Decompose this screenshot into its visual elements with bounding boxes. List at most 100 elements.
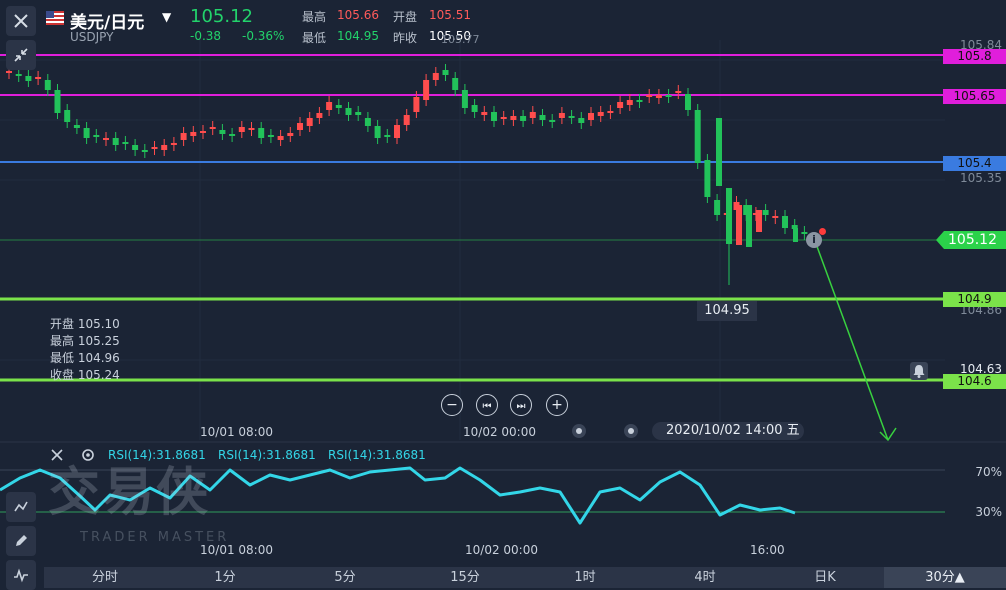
candle-body bbox=[364, 118, 371, 126]
tool-button[interactable] bbox=[6, 492, 36, 522]
price-change: -0.38 bbox=[190, 29, 222, 43]
candle-body bbox=[726, 188, 732, 244]
ohlc-close: 收盘 105.24 bbox=[50, 368, 120, 382]
ohlc-open: 开盘 105.10 bbox=[50, 317, 120, 331]
candle-body bbox=[549, 120, 556, 122]
candle-body bbox=[685, 94, 691, 110]
time-dot bbox=[572, 424, 586, 438]
line-tag-105-8[interactable]: 105.8 bbox=[943, 49, 1006, 64]
candle-body bbox=[491, 112, 497, 121]
candle-body bbox=[170, 143, 177, 145]
close-button[interactable] bbox=[6, 6, 36, 36]
candle-body bbox=[568, 116, 575, 118]
candle-body bbox=[35, 77, 42, 79]
candle-body bbox=[132, 145, 139, 150]
pencil-icon bbox=[16, 535, 27, 546]
candle-body bbox=[442, 70, 449, 75]
tab-1hour[interactable]: 1时 bbox=[574, 570, 596, 585]
notification-dot bbox=[819, 228, 826, 235]
candle-body bbox=[394, 125, 400, 138]
candle-body bbox=[238, 127, 245, 132]
candle-body bbox=[248, 128, 255, 130]
time-label: 10/01 08:00 bbox=[200, 543, 273, 557]
pen-tool-button[interactable] bbox=[6, 526, 36, 556]
tab-1min[interactable]: 1分 bbox=[214, 570, 236, 585]
rsi-level-70: 70% bbox=[975, 465, 1002, 479]
candle-body bbox=[326, 102, 333, 110]
candle-body bbox=[801, 232, 808, 234]
tab-day[interactable]: 日K bbox=[814, 570, 836, 585]
pair-title[interactable]: 美元/日元 bbox=[70, 13, 145, 33]
line-tag-104-9[interactable]: 104.9 bbox=[943, 292, 1006, 307]
candle-body bbox=[432, 73, 439, 80]
rsi-label: RSI(14):31.8681 bbox=[328, 448, 426, 462]
candle-body bbox=[481, 112, 488, 115]
candle-body bbox=[374, 126, 381, 138]
bell-icon bbox=[913, 365, 925, 378]
time-label: 10/02 00:00 bbox=[463, 425, 536, 439]
candle-body bbox=[384, 135, 391, 137]
skip-back-button[interactable]: ⏮ bbox=[476, 394, 498, 416]
tab-5min[interactable]: 5分 bbox=[334, 570, 356, 585]
line-tag-104-6[interactable]: 104.6 bbox=[943, 374, 1006, 389]
price-change-pct: -0.36% bbox=[242, 29, 285, 43]
candle-body bbox=[646, 95, 653, 97]
crosshair-time-label: 2020/10/02 14:00 五 bbox=[652, 422, 804, 440]
candle-body bbox=[558, 113, 565, 118]
tab-30min-active[interactable]: 30分▲ bbox=[884, 567, 1006, 588]
collapse-button[interactable] bbox=[6, 40, 36, 70]
tab-fenshi[interactable]: 分时 bbox=[91, 570, 118, 585]
time-dot bbox=[624, 424, 638, 438]
candle-body bbox=[752, 213, 759, 215]
candle-body bbox=[190, 132, 197, 136]
line-tag-105-65[interactable]: 105.65 bbox=[943, 89, 1006, 104]
candle-body bbox=[64, 110, 71, 122]
candle-body bbox=[675, 91, 682, 93]
indicator-button[interactable] bbox=[6, 560, 36, 590]
close-rsi-button[interactable] bbox=[50, 447, 64, 466]
candle-body bbox=[756, 210, 762, 232]
zoom-in-button[interactable]: + bbox=[546, 394, 568, 416]
prev-close-value: 105.50 bbox=[429, 29, 471, 43]
tab-4hour[interactable]: 4时 bbox=[694, 570, 716, 585]
skip-back-icon: ⏮ bbox=[482, 401, 492, 412]
candle-body bbox=[578, 118, 585, 123]
candle-body bbox=[762, 210, 769, 215]
chevron-down-icon[interactable]: ▼ bbox=[162, 10, 172, 24]
candle-body bbox=[694, 110, 701, 163]
high-label: 最高 bbox=[302, 10, 327, 24]
tab-15min[interactable]: 15分 bbox=[450, 570, 480, 585]
collapse-arrows-icon bbox=[14, 48, 28, 62]
us-flag-icon bbox=[46, 10, 64, 25]
candle-body bbox=[219, 130, 226, 134]
time-label: 10/01 08:00 bbox=[200, 425, 273, 439]
symbol-code: USDJPY bbox=[70, 30, 114, 44]
candle-body bbox=[772, 216, 779, 218]
open-value: 105.51 bbox=[429, 8, 471, 22]
alert-bell-button[interactable] bbox=[910, 362, 928, 380]
candle-body bbox=[345, 108, 352, 115]
info-icon[interactable]: i bbox=[806, 232, 822, 248]
price-tick: 104.63 bbox=[960, 362, 1002, 376]
minus-icon: − bbox=[446, 397, 458, 413]
candle-body bbox=[180, 133, 187, 140]
rsi-settings-button[interactable] bbox=[80, 447, 96, 467]
rsi-level-30: 30% bbox=[975, 505, 1002, 519]
watermark-subtitle: TRADER MASTER bbox=[80, 530, 230, 545]
candle-body bbox=[316, 113, 323, 118]
indicator-icon bbox=[14, 568, 28, 583]
drawing-tool-icon bbox=[14, 501, 28, 512]
candle-body bbox=[306, 118, 313, 126]
time-label: 10/02 00:00 bbox=[465, 543, 538, 557]
skip-forward-button[interactable]: ⏭ bbox=[510, 394, 532, 416]
low-label: 最低 bbox=[302, 31, 327, 45]
close-icon bbox=[51, 449, 63, 461]
candle-body bbox=[636, 100, 643, 102]
candle-body bbox=[355, 112, 362, 115]
candle-body bbox=[15, 74, 22, 76]
zoom-out-button[interactable]: − bbox=[441, 394, 463, 416]
line-tag-105-4[interactable]: 105.4 bbox=[943, 156, 1006, 171]
rsi-label: RSI(14):31.8681 bbox=[218, 448, 316, 462]
candle-body bbox=[277, 136, 284, 140]
